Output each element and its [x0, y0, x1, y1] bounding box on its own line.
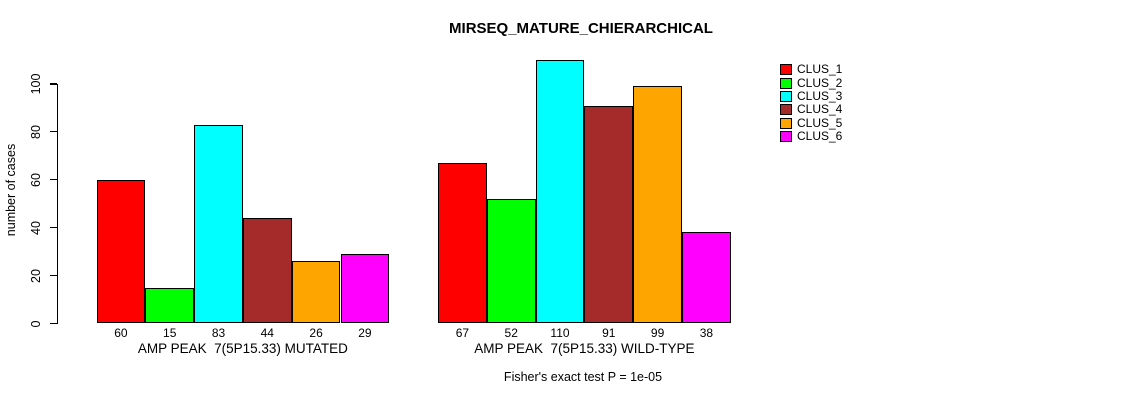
legend-label: CLUS_3	[797, 88, 843, 103]
y-tick-mark	[50, 179, 57, 181]
y-axis-line	[57, 84, 59, 324]
legend-item: CLUS_5	[780, 115, 843, 130]
bar-clus_6-group1	[340, 254, 390, 324]
bar-clus_1-group2	[438, 163, 487, 324]
legend-swatch-clus_2	[780, 77, 792, 89]
y-tick-label: 80	[29, 124, 43, 139]
bar-clus_5-group2	[633, 86, 682, 324]
bar-value-label: 26	[309, 326, 323, 340]
y-tick-label: 20	[29, 268, 43, 283]
legend-swatch-clus_1	[780, 64, 792, 76]
bar-clus_2-group2	[486, 198, 536, 324]
bar-value-label: 38	[699, 326, 714, 340]
y-tick-label: 60	[29, 172, 43, 187]
legend-label: CLUS_6	[797, 129, 843, 144]
bar-value-label: 91	[602, 326, 616, 340]
bar-value-label: 99	[650, 326, 665, 340]
y-tick-mark	[50, 131, 57, 133]
legend-label: CLUS_2	[797, 75, 843, 90]
legend-item: CLUS_2	[780, 76, 842, 89]
y-tick-mark	[50, 83, 57, 85]
bar-clus_5-group1	[291, 261, 341, 324]
legend-label: CLUS_5	[797, 115, 843, 130]
bar-value-label: 15	[163, 326, 177, 340]
bar-clus_2-group1	[145, 287, 195, 324]
legend-label: CLUS_1	[797, 62, 843, 77]
bar-value-label: 44	[260, 326, 274, 340]
legend-item: CLUS_1	[780, 63, 842, 76]
bar-clus_3-group2	[535, 60, 585, 324]
legend-item: CLUS_6	[780, 130, 842, 143]
y-tick-label: 40	[29, 220, 43, 235]
bar-clus_4-group1	[242, 218, 292, 324]
chart-title: MIRSEQ_MATURE_CHIERARCHICAL	[449, 20, 713, 37]
x-axis-group-label: AMP PEAK 7(5P15.33) MUTATED	[137, 341, 348, 356]
legend-item: CLUS_4	[780, 103, 842, 116]
bar-value-label: 83	[211, 326, 226, 340]
bar-value-label: 60	[114, 326, 128, 340]
annotation-text: Fisher's exact test P = 1e-05	[503, 370, 663, 384]
bar-value-label: 110	[550, 326, 570, 340]
legend-label: CLUS_4	[797, 102, 843, 117]
bar-clus_4-group2	[584, 105, 634, 324]
y-tick-mark	[50, 227, 57, 229]
y-tick-label: 0	[29, 320, 43, 327]
legend: CLUS_1 CLUS_2 CLUS_3 CLUS_4 CLUS_5 CLUS_6	[780, 63, 842, 143]
legend-swatch-clus_5	[780, 117, 792, 129]
bar-clus_3-group1	[194, 124, 243, 324]
bar-value-label: 52	[504, 326, 518, 340]
bar-value-label: 29	[358, 326, 372, 340]
y-tick-mark	[50, 322, 57, 325]
y-tick-label: 100	[29, 73, 43, 95]
legend-item: CLUS_3	[780, 88, 843, 103]
legend-swatch-clus_3	[780, 90, 792, 102]
bar-clus_6-group2	[682, 232, 731, 324]
y-tick-mark	[50, 275, 57, 277]
legend-swatch-clus_4	[780, 104, 792, 116]
y-axis-label: number of cases	[4, 143, 18, 237]
x-axis-group-label: AMP PEAK 7(5P15.33) WILD-TYPE	[474, 341, 695, 356]
bar-clus_1-group1	[96, 179, 146, 324]
bar-value-label: 67	[455, 326, 470, 340]
legend-swatch-clus_6	[780, 131, 792, 143]
